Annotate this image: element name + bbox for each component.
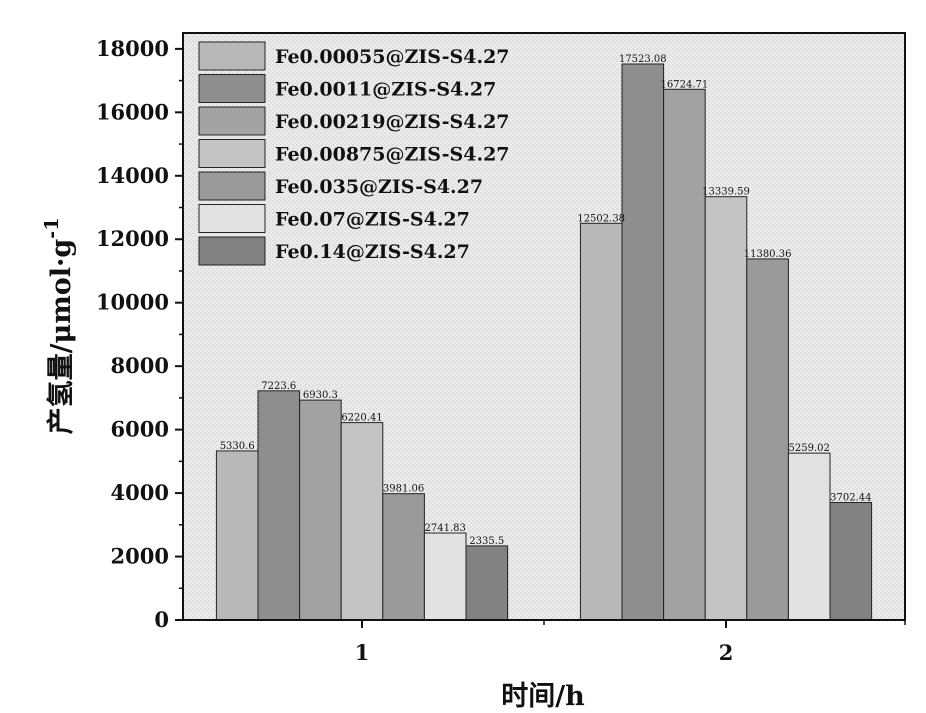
y-tick-label-5: 10000 bbox=[96, 290, 169, 315]
legend-swatch-5 bbox=[199, 205, 265, 233]
data-label-0-3: 6220.41 bbox=[341, 413, 382, 424]
data-label-1-1: 17523.08 bbox=[619, 54, 667, 65]
legend-label-0: Fe0.00055@ZIS-S4.27 bbox=[275, 46, 510, 68]
y-tick-label-7: 14000 bbox=[96, 163, 169, 188]
y-tick-label-9: 18000 bbox=[96, 36, 169, 61]
bar-1-3 bbox=[705, 197, 747, 620]
data-label-0-6: 2335.5 bbox=[469, 536, 504, 547]
legend-swatch-6 bbox=[199, 237, 265, 265]
y-axis-title: 产氢量/μmol·g-1 bbox=[41, 218, 77, 435]
data-label-1-0: 12502.38 bbox=[577, 213, 625, 224]
data-label-0-2: 6930.3 bbox=[303, 390, 338, 401]
legend-swatch-3 bbox=[199, 140, 265, 168]
data-label-1-3: 13339.59 bbox=[702, 187, 750, 198]
data-label-0-1: 7223.6 bbox=[261, 381, 296, 392]
bar-1-0 bbox=[580, 223, 622, 620]
legend-label-3: Fe0.00875@ZIS-S4.27 bbox=[275, 144, 510, 166]
x-tick-label-0: 1 bbox=[355, 640, 370, 665]
legend-swatch-0 bbox=[199, 42, 265, 70]
bar-1-2 bbox=[664, 89, 706, 620]
y-tick-label-6: 12000 bbox=[96, 226, 169, 251]
legend-swatch-2 bbox=[199, 107, 265, 135]
data-label-0-5: 2741.83 bbox=[425, 523, 466, 534]
data-label-1-2: 16724.71 bbox=[661, 79, 709, 90]
bar-0-0 bbox=[216, 451, 258, 620]
legend-swatch-4 bbox=[199, 172, 265, 200]
bar-0-3 bbox=[341, 423, 383, 620]
y-axis: 0 2000 4000 6000 8000 10000 12000 14000 16000 180… bbox=[96, 36, 183, 632]
legend-label-1: Fe0.0011@ZIS-S4.27 bbox=[275, 79, 496, 101]
legend-label-5: Fe0.07@ZIS-S4.27 bbox=[275, 209, 470, 231]
legend-label-6: Fe0.14@ZIS-S4.27 bbox=[275, 241, 470, 263]
y-tick-label-2: 4000 bbox=[111, 480, 169, 505]
x-axis-title: 时间/h bbox=[501, 681, 585, 712]
y-tick-label-1: 2000 bbox=[111, 544, 169, 569]
legend-swatch-1 bbox=[199, 75, 265, 103]
bar-0-5 bbox=[424, 533, 466, 620]
y-tick-label-4: 8000 bbox=[111, 353, 169, 378]
legend-label-4: Fe0.035@ZIS-S4.27 bbox=[275, 176, 483, 198]
data-label-1-4: 11380.36 bbox=[744, 249, 792, 260]
y-tick-label-8: 16000 bbox=[96, 99, 169, 124]
bar-0-6 bbox=[466, 546, 508, 620]
bar-0-4 bbox=[383, 494, 425, 620]
y-axis-title-superscript: -1 bbox=[41, 218, 63, 239]
data-label-0-0: 5330.6 bbox=[220, 441, 255, 452]
y-tick-label-0: 0 bbox=[154, 607, 169, 632]
y-tick-label-3: 6000 bbox=[111, 417, 169, 442]
data-label-0-4: 3981.06 bbox=[383, 484, 424, 495]
legend-label-2: Fe0.00219@ZIS-S4.27 bbox=[275, 111, 510, 133]
bar-0-1 bbox=[258, 391, 300, 620]
bar-1-5 bbox=[788, 453, 830, 620]
bar-0-2 bbox=[300, 400, 342, 620]
x-tick-label-1: 2 bbox=[719, 640, 734, 665]
bar-1-4 bbox=[747, 259, 789, 620]
y-axis-title-main: 产氢量/μmol·g bbox=[46, 239, 77, 435]
data-label-1-5: 5259.02 bbox=[789, 443, 830, 454]
data-label-1-6: 3702.44 bbox=[830, 493, 871, 504]
x-axis: 12 bbox=[355, 620, 905, 665]
bar-1-1 bbox=[622, 64, 664, 620]
bar-1-6 bbox=[830, 503, 872, 621]
